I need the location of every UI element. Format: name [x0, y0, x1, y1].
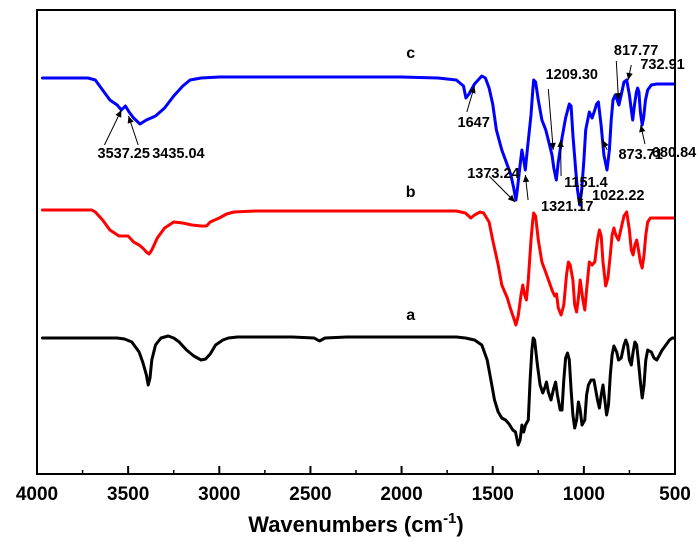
annotation-arrowhead [639, 125, 646, 133]
x-axis-title-main: Wavenumbers (cm [248, 512, 443, 537]
x-tick-label: 1500 [472, 484, 514, 505]
peak-label: 3537.25 [98, 146, 150, 162]
peak-label: 732.91 [640, 57, 684, 73]
peak-label: 873.71 [618, 147, 662, 163]
x-tick-label: 2500 [289, 484, 331, 505]
series-label-b: b [406, 184, 416, 201]
x-tick-label: 3500 [107, 484, 149, 505]
peak-annotation: 817.77 [614, 43, 658, 101]
series-labels: c b a [406, 45, 416, 324]
peak-annotation: 3537.25 [98, 109, 150, 162]
annotation-arrowhead [469, 86, 476, 94]
series-label-a: a [406, 307, 415, 324]
x-axis-ticks: 4000 3500 3000 2500 2000 1500 1000 500 [16, 466, 691, 505]
x-tick-label: 500 [659, 484, 691, 505]
peak-label: 1647 [458, 115, 490, 131]
peak-label: 1321.17 [541, 199, 593, 215]
series-line-b [41, 208, 677, 327]
series-curves [41, 74, 677, 447]
annotation-arrowhead [602, 140, 609, 148]
x-axis-title-tail: ) [456, 512, 463, 537]
peak-annotation: 3435.04 [127, 115, 205, 162]
peak-label: 1373.24 [467, 166, 519, 182]
series-label-c: c [406, 45, 415, 62]
x-tick-label: 4000 [16, 484, 58, 505]
annotation-arrow-line [547, 88, 554, 151]
peak-label: 817.77 [614, 43, 658, 59]
peak-annotation: 1151.4 [557, 139, 608, 191]
annotation-arrowhead [549, 142, 556, 150]
peak-annotation: 1373.24 [467, 166, 520, 203]
peak-annotation: 1321.17 [522, 174, 593, 215]
annotation-arrowhead [626, 72, 633, 80]
annotation-arrowhead [522, 175, 530, 183]
peak-annotation: 873.71 [602, 139, 663, 163]
peak-annotation: 1209.30 [546, 67, 598, 151]
series-line-a [41, 334, 677, 447]
annotation-arrowhead [115, 110, 122, 118]
x-tick-label: 2000 [380, 484, 422, 505]
peak-annotation: 1022.22 [577, 187, 644, 206]
annotation-arrowhead [577, 197, 584, 205]
peak-label: 1022.22 [592, 188, 644, 204]
annotation-arrowhead [507, 194, 515, 202]
x-axis-title-superscript: -1 [443, 510, 456, 527]
peak-annotation: 732.91 [626, 57, 685, 81]
peak-annotation: 1647 [458, 85, 490, 131]
peak-label: 3435.04 [152, 146, 204, 162]
annotation-arrowhead [127, 116, 134, 124]
x-tick-label: 3000 [198, 484, 240, 505]
series-line-c [41, 74, 677, 207]
x-tick-label: 1000 [563, 484, 605, 505]
peak-label: 1209.30 [546, 67, 598, 83]
x-axis-title: Wavenumbers (cm-1) [248, 510, 463, 537]
peak-label: 1151.4 [564, 175, 608, 191]
annotation-arrowhead [614, 92, 622, 100]
annotation-arrowhead [557, 140, 564, 148]
